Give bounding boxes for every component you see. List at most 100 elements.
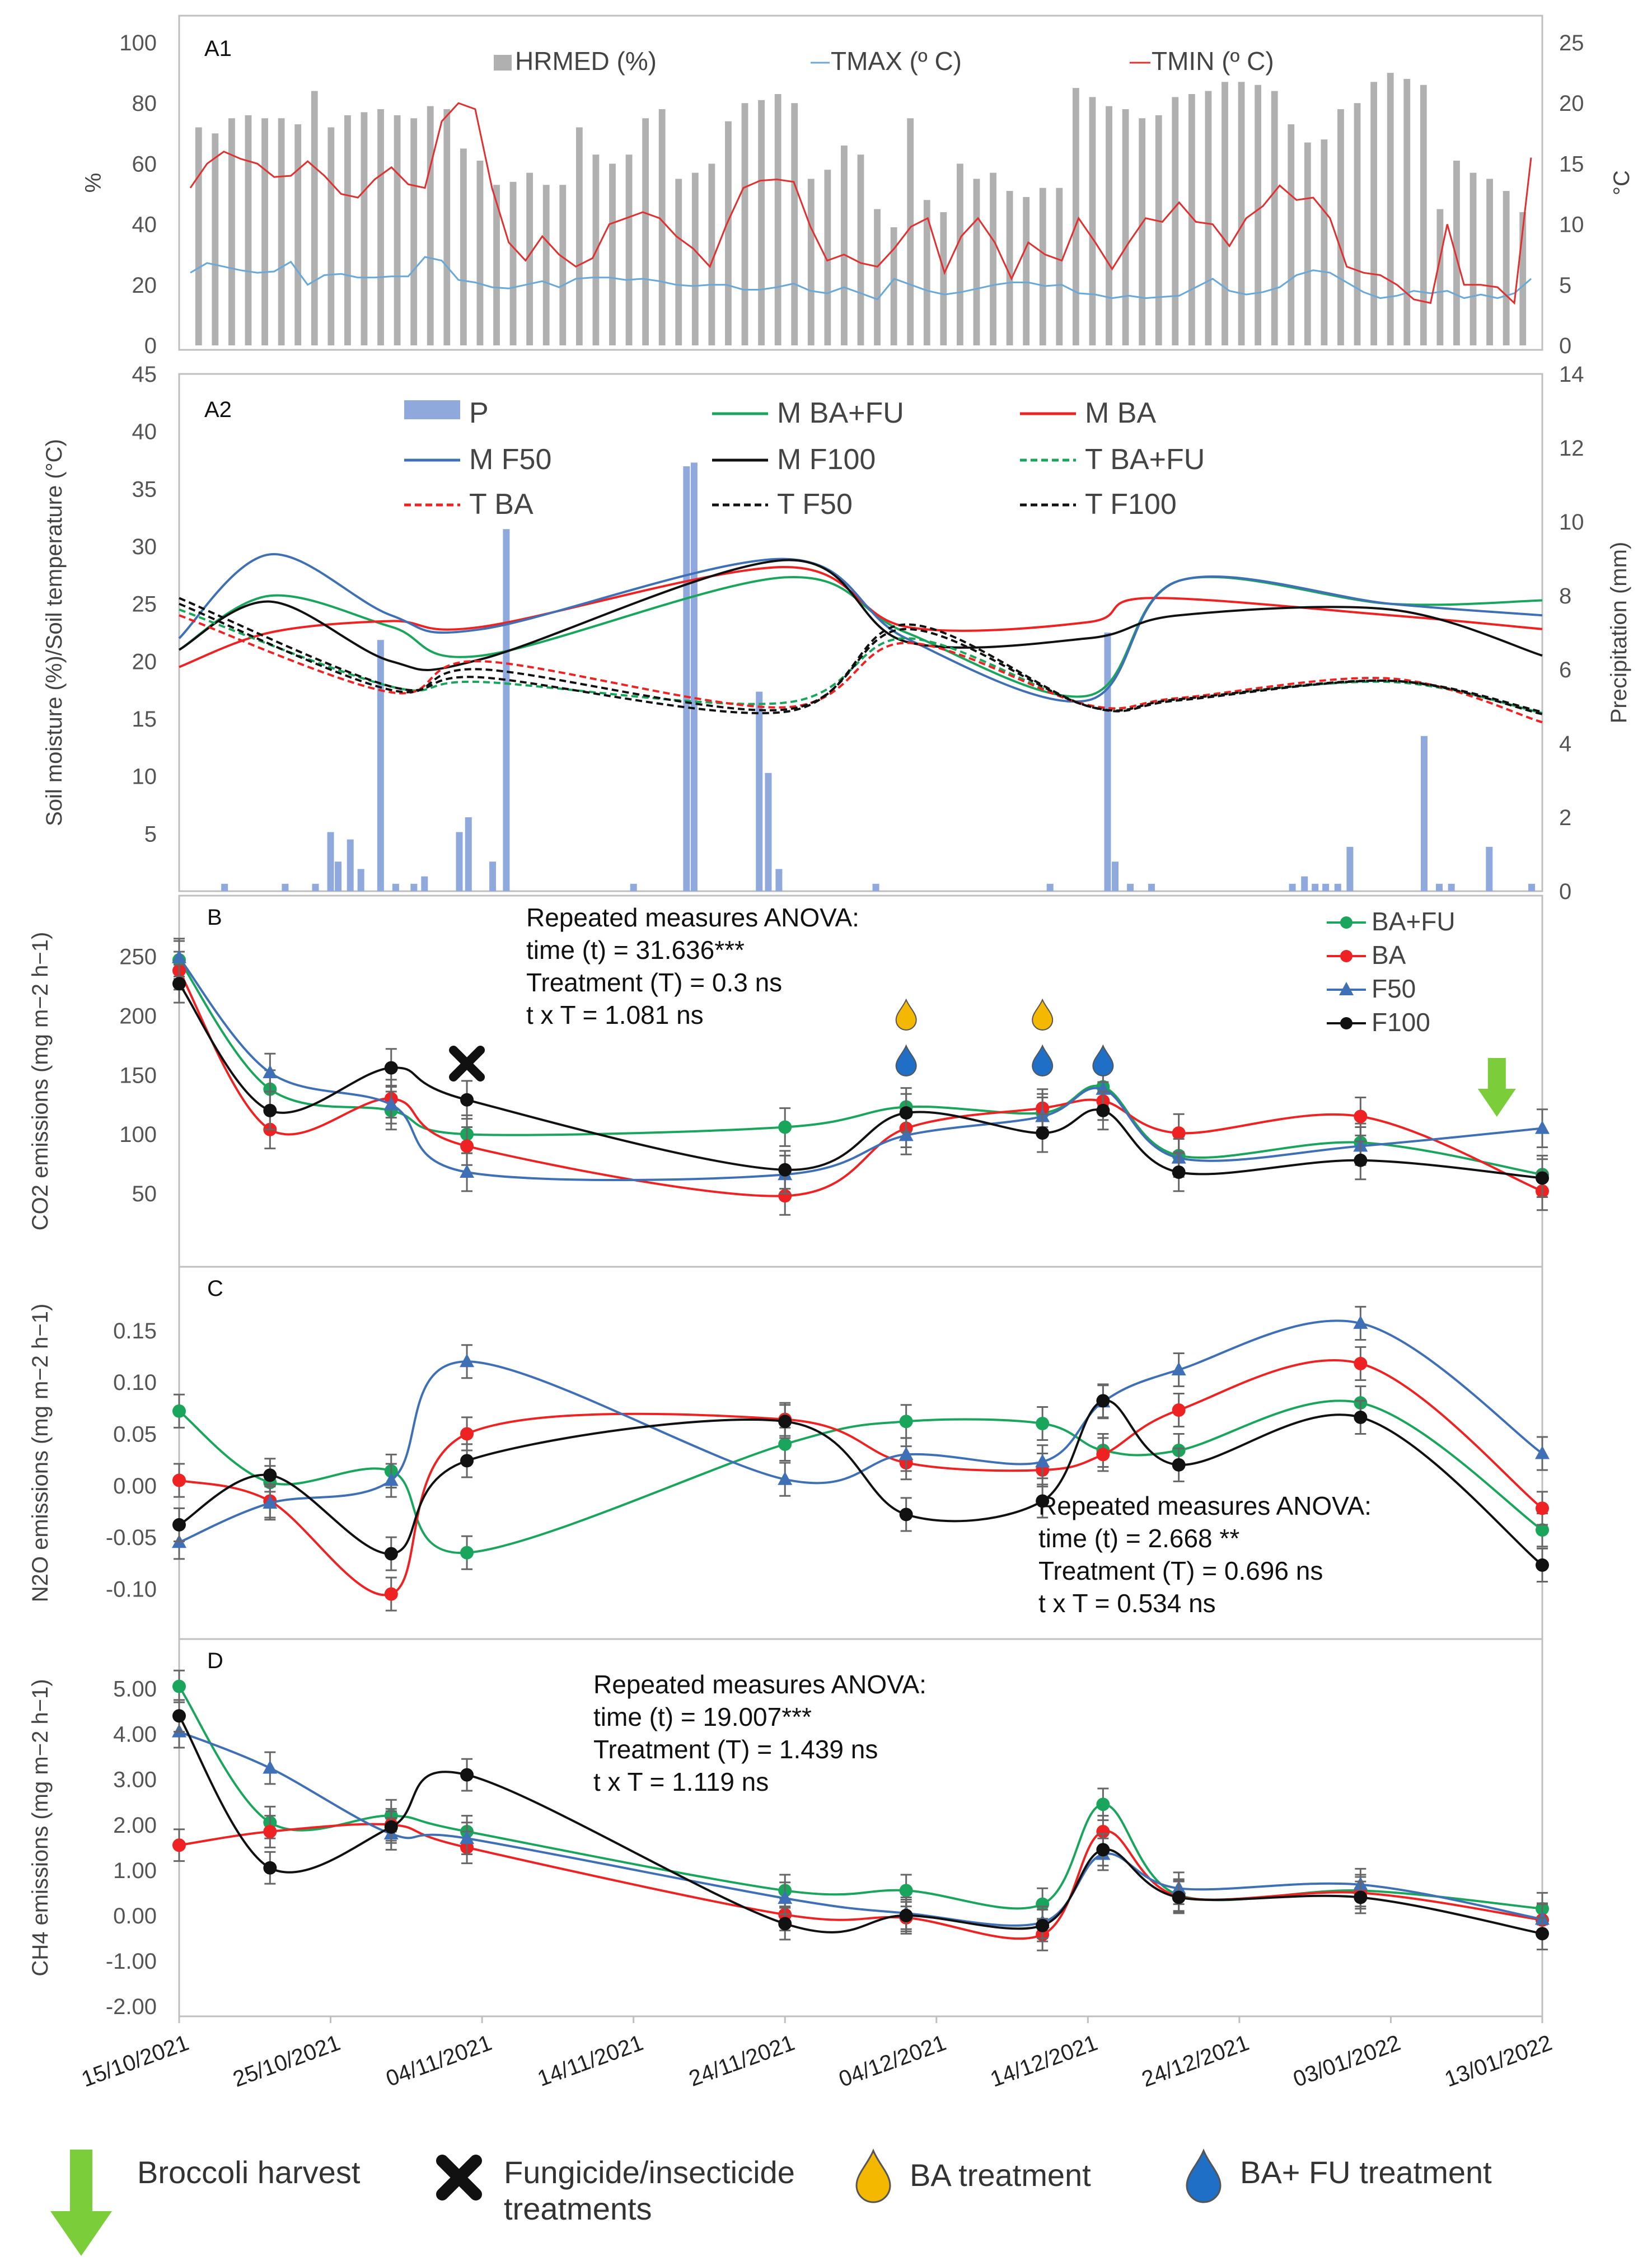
a2-precip-bar xyxy=(683,466,690,891)
d-series-ba-fu xyxy=(172,1669,1549,1926)
d-anova-line: Repeated measures ANOVA: xyxy=(593,1670,926,1699)
a1-hrmed-bar xyxy=(1321,139,1328,345)
a1-hrmed-bar xyxy=(609,163,616,345)
a1-ytick-right: 25 xyxy=(1559,31,1584,55)
d-point xyxy=(899,1884,913,1898)
a1-hrmed-bar xyxy=(542,185,550,345)
b-ytick: 100 xyxy=(119,1122,157,1147)
a1-hrmed-bar xyxy=(758,100,765,346)
a1-hrmed-bar xyxy=(195,127,202,346)
legend-ba-label: BA treatment xyxy=(910,2157,1091,2193)
c-point xyxy=(172,1518,186,1532)
a1-frame xyxy=(178,15,1543,351)
fungicide-cross-stroke xyxy=(449,1046,485,1082)
a1-legend: HRMED (%) TMAX (º C) TMIN (º C) xyxy=(494,46,1274,76)
c-series-f100 xyxy=(172,1383,1549,1583)
c-ytick: 0.05 xyxy=(113,1422,157,1446)
a1-hrmed-bar xyxy=(1337,109,1344,345)
a1-hrmed-bar xyxy=(212,133,219,346)
c-anova-line: Treatment (T) = 0.696 ns xyxy=(1038,1556,1323,1585)
a1-hrmed-bar xyxy=(261,118,268,345)
a2-precip-bar xyxy=(489,862,497,891)
c-point xyxy=(778,1437,792,1451)
c-point xyxy=(460,1454,474,1468)
a1-legend-tmax: TMAX (º C) xyxy=(831,46,962,76)
d-point-triangle xyxy=(460,1830,475,1844)
a1-hrmed-bar xyxy=(1354,103,1361,345)
a1-hrmed-bar xyxy=(923,200,930,345)
a1-hrmed-bar xyxy=(526,172,533,345)
a1-hrmed-bar xyxy=(509,181,517,345)
c-point xyxy=(1036,1417,1050,1430)
c-point-triangle xyxy=(460,1354,475,1368)
a1-hrmed-bar xyxy=(658,109,666,345)
a1-ytick-right: 15 xyxy=(1559,152,1584,176)
a2-precip-bar xyxy=(1127,883,1134,891)
b-series-f100 xyxy=(172,963,1549,1198)
a2-precip-bar xyxy=(221,883,228,891)
date-label: 13/01/2022 xyxy=(1442,2030,1555,2092)
a1-hrmed-bar xyxy=(294,124,302,345)
d-point xyxy=(172,1838,186,1852)
a2-precip-bar xyxy=(503,529,510,891)
d-frame xyxy=(178,1638,1543,2017)
a2-precip-bar xyxy=(872,883,879,891)
a1-hrmed-bar xyxy=(377,109,384,345)
a1-hrmed-bar xyxy=(344,115,351,345)
a1-ytick-left: 80 xyxy=(132,91,157,116)
c-anova-line: Repeated measures ANOVA: xyxy=(1038,1491,1372,1520)
a1-hrmed-bar xyxy=(559,185,567,345)
b-line xyxy=(178,983,1543,1179)
a2-ytick-right: 6 xyxy=(1559,658,1571,682)
c-anova-line: t x T = 0.534 ns xyxy=(1038,1589,1216,1618)
b-point xyxy=(778,1120,792,1134)
d-ytick: 3.00 xyxy=(113,1768,157,1792)
legend-fungicide-label-2: treatments xyxy=(504,2191,652,2226)
a1-hrmed-bar xyxy=(311,91,318,345)
a2-ytick-left: 35 xyxy=(132,477,157,502)
a2-precip-bar xyxy=(1528,883,1536,891)
d-anova-line: t x T = 1.119 ns xyxy=(593,1767,769,1796)
a1-hrmed-bar xyxy=(1453,160,1460,345)
d-point xyxy=(1096,1797,1110,1811)
a2-precip-bar xyxy=(1436,883,1443,891)
a1-hrmed-bar xyxy=(1023,196,1030,345)
c-point-triangle xyxy=(778,1471,793,1485)
c-point xyxy=(1172,1403,1186,1417)
d-series-f100 xyxy=(172,1699,1549,1951)
a1-hrmed-bar xyxy=(874,209,881,345)
a1-ylabel-right: °C xyxy=(1609,170,1634,195)
a1-ytick-left: 60 xyxy=(132,152,157,176)
d-line xyxy=(179,1823,1543,1940)
a1-tmax-line xyxy=(190,256,1532,301)
d-point xyxy=(1096,1824,1110,1838)
a2-ytick-left: 30 xyxy=(132,535,157,559)
a2-ytick-left: 25 xyxy=(132,592,157,617)
c-ytick: -0.10 xyxy=(106,1577,157,1602)
c-point xyxy=(172,1404,186,1418)
b-frame xyxy=(178,895,1543,1268)
a1-hrmed-bar xyxy=(1056,188,1063,345)
d-point xyxy=(172,1679,186,1693)
a1-hrmed-bar xyxy=(1403,78,1411,346)
legend-bafu-drop-icon xyxy=(1186,2148,1222,2203)
a1-hrmed-bar xyxy=(890,227,897,345)
b-legend-label: F50 xyxy=(1372,974,1416,1003)
a1-hrmed-bar xyxy=(1370,82,1378,345)
a1-hrmed-bar xyxy=(1288,124,1295,345)
a1-hrmed-bar xyxy=(443,109,451,345)
a1-hrmed-bar xyxy=(476,160,484,345)
a1-hrmed-bar xyxy=(1122,109,1129,345)
d-ylabel: CH4 emissions (mg m−2 h−1) xyxy=(28,1679,53,1976)
b-legend-swatch-marker xyxy=(1340,950,1353,962)
c-series-f50 xyxy=(172,1305,1550,1560)
a2-ytick-right: 8 xyxy=(1559,584,1571,608)
a2-ytick-right: 14 xyxy=(1559,362,1584,387)
a1-hrmed-bar xyxy=(1503,191,1510,345)
a1-hrmed-bar xyxy=(973,179,980,345)
date-label: 25/10/2021 xyxy=(230,2030,343,2092)
a2-precip-bar xyxy=(456,832,463,891)
a2-legend-label: M F50 xyxy=(469,443,551,476)
a1-hrmed-bar xyxy=(361,112,368,345)
